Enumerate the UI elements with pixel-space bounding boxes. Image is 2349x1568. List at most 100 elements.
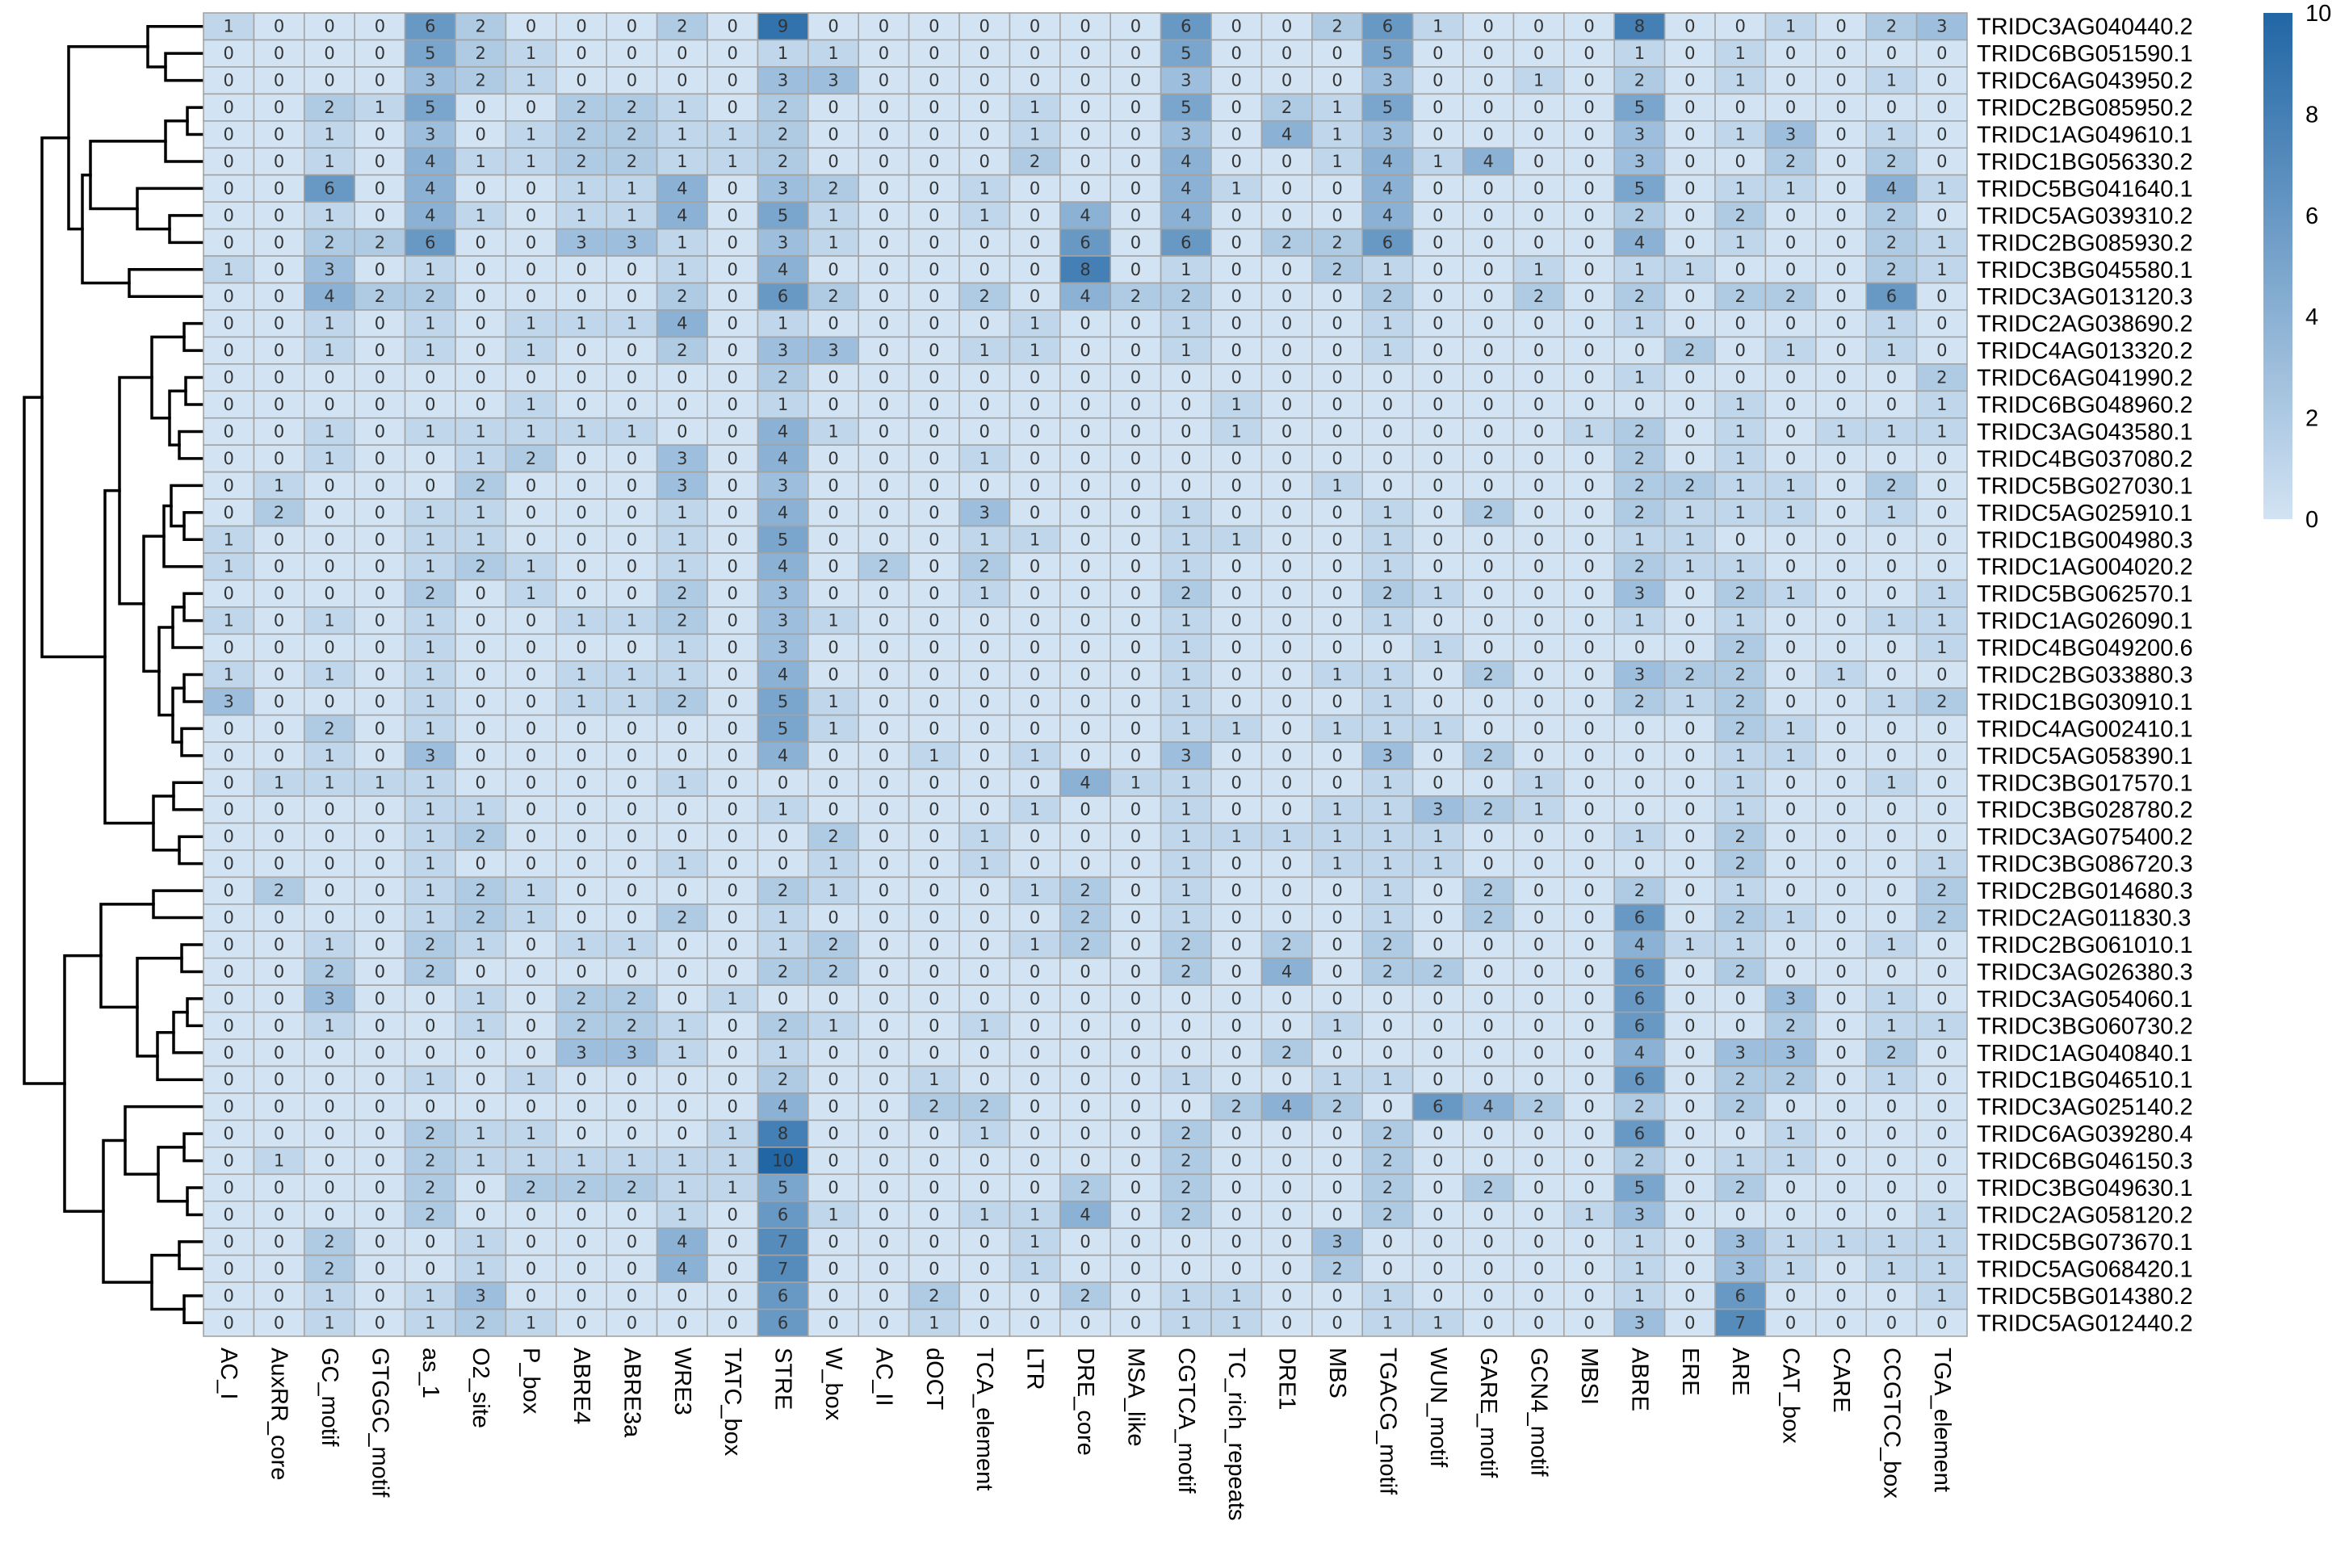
cell-value-label: 0 <box>1231 206 1242 225</box>
cell-value-label: 0 <box>929 881 939 900</box>
dendrogram-branch <box>182 592 205 623</box>
cell-value-label: 0 <box>576 44 586 63</box>
cell-value-label: 0 <box>1281 854 1292 874</box>
cell-value-label: 3 <box>1634 152 1645 171</box>
cell-value-label: 0 <box>576 71 586 90</box>
cell-value-label: 0 <box>1583 1313 1594 1332</box>
cell-value-label: 0 <box>1936 476 1947 495</box>
cell-value-label: 0 <box>1483 1313 1494 1332</box>
heatmap-cell <box>1411 633 1464 662</box>
heatmap-cell <box>505 579 557 608</box>
cell-value-label: 1 <box>1634 44 1645 63</box>
cell-value-label: 0 <box>1835 1070 1846 1089</box>
heatmap-cell <box>1210 768 1263 797</box>
cell-value-label: 0 <box>1533 125 1544 145</box>
cell-value-label: 0 <box>1432 1178 1443 1197</box>
heatmap-cell <box>1915 228 1968 257</box>
heatmap-cell <box>1613 119 1666 149</box>
cell-value-label: 0 <box>476 395 486 414</box>
cell-value-label: 0 <box>526 1205 536 1224</box>
cell-value-label: 0 <box>979 989 990 1008</box>
cell-value-label: 0 <box>476 98 486 117</box>
cell-value-label: 0 <box>1684 1259 1695 1278</box>
cell-value-label: 1 <box>979 449 990 468</box>
cell-value-label: 2 <box>1181 935 1191 954</box>
cell-value-label: 2 <box>425 584 435 603</box>
dendrogram-branch <box>168 214 205 245</box>
cell-value-label: 0 <box>224 152 234 171</box>
cell-value-label: 0 <box>929 530 939 549</box>
cell-value-label: 0 <box>1936 665 1947 685</box>
heatmap-cell <box>1411 417 1464 446</box>
cell-value-label: 0 <box>1634 638 1645 657</box>
cell-value-label: 3 <box>576 233 586 252</box>
cell-value-label: 1 <box>1886 125 1897 145</box>
cell-value-label: 0 <box>677 719 687 738</box>
cell-value-label: 6 <box>1886 287 1897 306</box>
cell-value-label: 0 <box>879 1097 889 1117</box>
cell-value-label: 4 <box>1634 1043 1645 1063</box>
cell-value-label: 6 <box>1080 233 1090 252</box>
cell-value-label: 0 <box>1130 854 1141 874</box>
cell-value-label: 0 <box>1181 476 1191 495</box>
cell-value-label: 0 <box>1835 1151 1846 1171</box>
cell-value-label: 1 <box>929 1070 939 1089</box>
cell-value-label: 2 <box>1483 908 1494 928</box>
cell-value-label: 0 <box>627 1070 637 1089</box>
heatmap-cell <box>1009 309 1061 338</box>
cell-value-label: 0 <box>879 395 889 414</box>
cell-value-label: 2 <box>1735 692 1746 711</box>
cell-value-label: 0 <box>1936 44 1947 63</box>
cell-value-label: 0 <box>879 746 889 765</box>
heatmap-cell <box>1865 417 1918 446</box>
cell-value-label: 0 <box>224 395 234 414</box>
heatmap-cell <box>1260 714 1313 743</box>
cell-value-label: 0 <box>1533 368 1544 388</box>
cell-value-label: 1 <box>1735 773 1746 792</box>
cell-value-label: 0 <box>677 881 687 900</box>
cell-value-label: 1 <box>1030 881 1040 900</box>
cell-value-label: 0 <box>1181 1097 1191 1117</box>
cell-value-label: 0 <box>324 44 334 63</box>
cell-value-label: 1 <box>1684 557 1695 576</box>
heatmap-cell <box>253 444 305 473</box>
cell-value-label: 1 <box>375 773 385 792</box>
cell-value-label: 0 <box>1432 746 1443 765</box>
cell-value-label: 1 <box>1785 178 1796 198</box>
cell-value-label: 0 <box>1835 1313 1846 1332</box>
cell-value-label: 0 <box>1231 1232 1242 1251</box>
cell-value-label: 0 <box>1583 152 1594 171</box>
cell-value-label: 0 <box>1835 1124 1846 1143</box>
column-label: MBS <box>1324 1348 1350 1398</box>
cell-value-label: 0 <box>1583 71 1594 90</box>
column-label: TCA_element <box>971 1348 997 1490</box>
cell-value-label: 0 <box>526 773 536 792</box>
cell-value-label: 5 <box>1382 98 1393 117</box>
cell-value-label: 0 <box>1332 1313 1342 1332</box>
cell-value-label: 1 <box>1231 421 1242 441</box>
cell-value-label: 1 <box>1181 1070 1191 1089</box>
cell-value-label: 0 <box>274 178 284 198</box>
cell-value-label: 2 <box>1735 206 1746 225</box>
cell-value-label: 1 <box>1735 395 1746 414</box>
cell-value-label: 0 <box>526 665 536 685</box>
cell-value-label: 0 <box>1231 1016 1242 1035</box>
cell-value-label: 0 <box>526 827 536 846</box>
cell-value-label: 0 <box>274 557 284 576</box>
heatmap-cell <box>1915 525 1968 554</box>
cell-value-label: 0 <box>274 935 284 954</box>
cell-value-label: 2 <box>879 557 889 576</box>
cell-value-label: 0 <box>1785 314 1796 333</box>
cell-value-label: 1 <box>1181 503 1191 522</box>
heatmap-cell <box>1059 39 1112 68</box>
cell-value-label: 0 <box>979 98 990 117</box>
heatmap-cell <box>303 714 355 743</box>
cell-value-label: 0 <box>1030 178 1040 198</box>
heatmap-cell <box>757 714 809 743</box>
cell-value-label: 0 <box>828 152 838 171</box>
cell-value-label: 2 <box>1533 1097 1544 1117</box>
heatmap-cell <box>253 228 305 257</box>
cell-value-label: 1 <box>425 773 435 792</box>
cell-value-label: 1 <box>1936 1205 1947 1224</box>
cell-value-label: 2 <box>1181 1124 1191 1143</box>
